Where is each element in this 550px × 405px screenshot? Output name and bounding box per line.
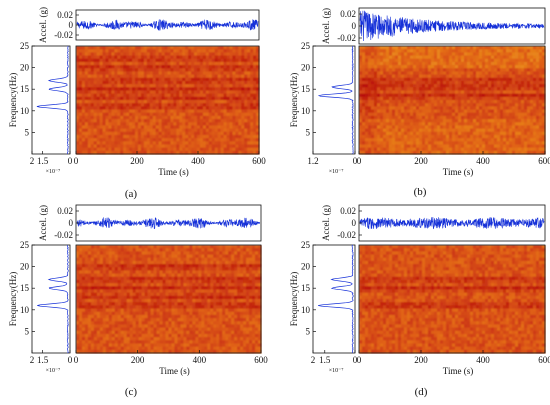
panel-label: (a): [125, 188, 138, 200]
spectrogram-cells: [76, 245, 262, 354]
freq-tick-label: 25: [20, 41, 30, 51]
freq-tick-label: 5: [25, 127, 30, 137]
freq-tick-label: 15: [20, 84, 30, 94]
freq-ylabel: Frequency(Hz): [289, 73, 299, 127]
spectrogram-xtick-label: 0: [74, 156, 79, 166]
freq-tick-label: 20: [20, 63, 30, 73]
freq-ylabel: Frequency(Hz): [8, 73, 18, 127]
spectrogram-xtick-label: 600: [538, 156, 550, 166]
accel-tick-label: -0.02: [337, 33, 356, 43]
accel-plot: 0.02 0 -0.02 Accel. (g): [321, 8, 545, 44]
spectrogram-xlabel: Time (s): [443, 167, 473, 177]
accel-tick-label: 0: [352, 21, 357, 31]
accel-tick-label: 0.02: [57, 206, 73, 216]
spectrogram-xtick-label: 200: [130, 156, 144, 166]
accel-tick-label: 0: [69, 20, 74, 30]
accel-ylabel: Accel. (g): [38, 7, 48, 43]
spectrogram-cells: [76, 46, 260, 155]
psd-xtick-label: 2: [30, 156, 35, 166]
accel-ylabel: Accel. (g): [321, 8, 331, 44]
psd-xtick-label: 1.2: [307, 156, 318, 166]
accel-tick-label: -0.02: [54, 30, 73, 40]
freq-tick-label: 10: [20, 106, 30, 116]
accel-tick-label: -0.02: [54, 230, 73, 240]
accel-plot: 0.020-0.02 Accel. (g): [38, 7, 259, 43]
accel-tick-label: 0.02: [340, 9, 356, 19]
accel-tick-label: 0: [69, 218, 74, 228]
psd-plot: 25 20 15 10 5 Frequency(Hz) 1.2 0 ×10⁻⁷: [289, 41, 358, 175]
psd-frame: [32, 46, 70, 154]
spectrogram-xtick-label: 0: [357, 156, 362, 166]
psd-xtick-label: 0: [353, 156, 358, 166]
psd-exponent: ×10⁻⁷: [46, 169, 61, 175]
spectrogram-xtick-label: 600: [252, 156, 266, 166]
panel-label: (b): [414, 186, 427, 198]
spectrogram-xtick-label: 400: [191, 156, 205, 166]
psd-exponent: ×10⁻⁷: [329, 169, 344, 175]
freq-tick-label: 25: [301, 41, 311, 51]
freq-tick-label: 5: [306, 127, 311, 137]
spectrogram-xtick-label: 200: [414, 156, 428, 166]
accel-ylabel: Accel. (g): [38, 205, 48, 241]
psd-xtick-label: 1.5: [37, 156, 49, 166]
accel-tick-label: 0.02: [57, 10, 73, 20]
spectrogram-xtick-label: 400: [476, 156, 490, 166]
freq-tick-label: 10: [301, 106, 311, 116]
freq-tick-label: 20: [301, 63, 311, 73]
spectrogram-cells: [359, 46, 546, 155]
spectrogram-xlabel: Time (s): [158, 167, 188, 177]
spectrogram: 0 200 400 600 Time (s): [74, 46, 267, 177]
spectrogram: 0 200 400 600 Time (s): [357, 46, 550, 177]
psd-xtick-label: 0: [68, 156, 73, 166]
psd-frame: [313, 46, 355, 154]
accel-plot: 0.02 0 -0.02 Accel. (g): [38, 205, 261, 241]
freq-tick-label: 15: [301, 84, 311, 94]
